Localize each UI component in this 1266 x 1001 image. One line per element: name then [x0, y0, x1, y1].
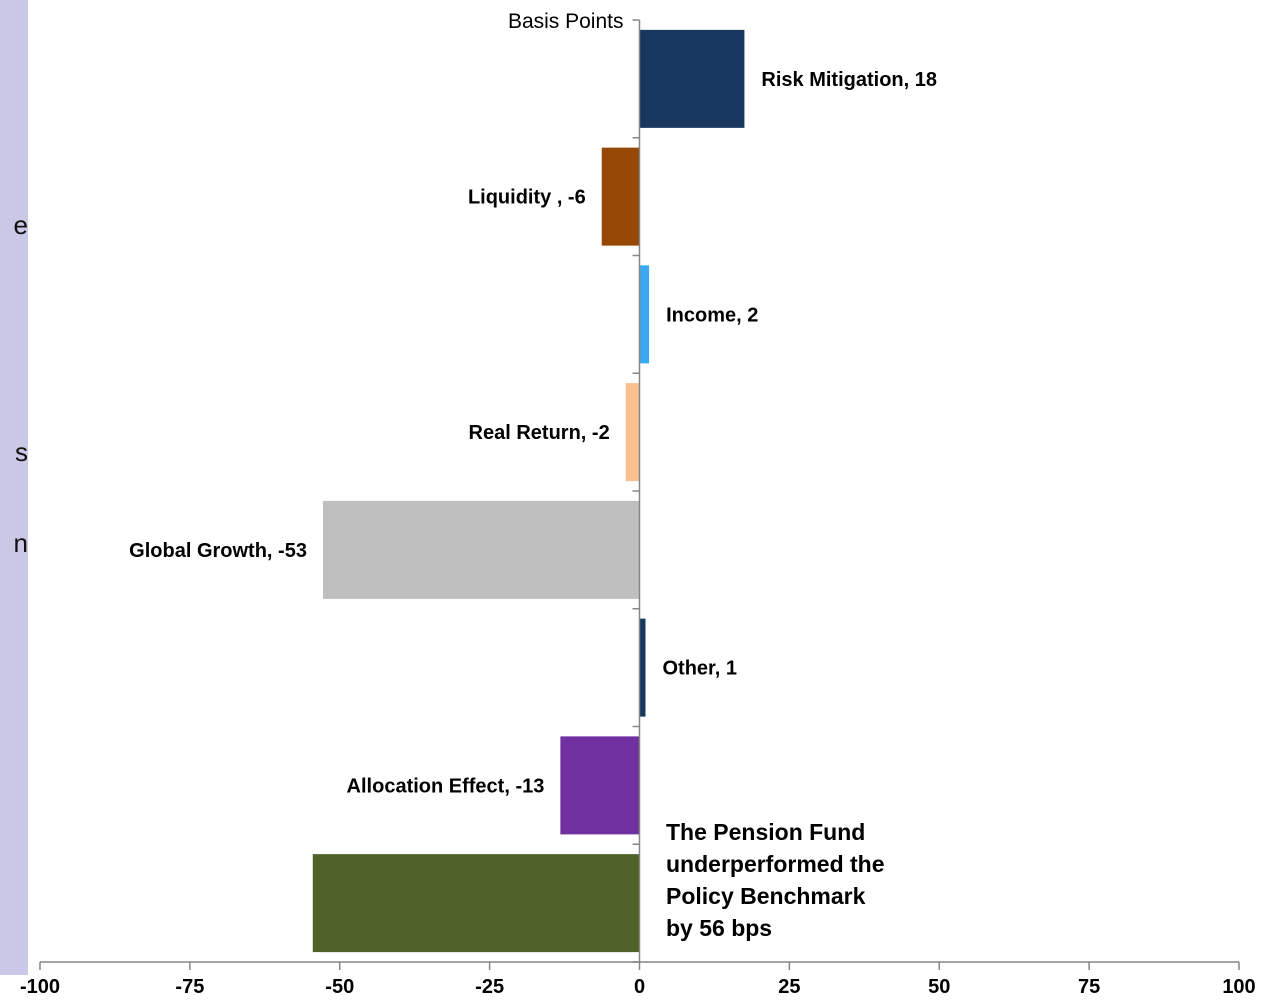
- bar: [560, 736, 640, 835]
- x-tick-label: 75: [1078, 976, 1100, 998]
- bar: [639, 265, 650, 364]
- x-tick-label: -75: [175, 976, 204, 998]
- bar-data-label: Other, 1: [662, 658, 736, 680]
- x-tick-label: -50: [325, 976, 354, 998]
- x-tick-label: 100: [1222, 976, 1255, 998]
- bar-data-label: Risk Mitigation, 18: [761, 69, 937, 91]
- x-tick-label: -25: [475, 976, 504, 998]
- annotation-line: Policy Benchmark: [666, 883, 866, 909]
- bar-data-label: Liquidity , -6: [468, 187, 586, 209]
- annotation-line: by 56 bps: [666, 915, 773, 941]
- y-axis-title: Basis Points: [508, 10, 624, 33]
- bar-data-label: Income, 2: [666, 304, 758, 326]
- panel-text-fragment: e: [13, 210, 28, 240]
- bar-data-label: Real Return, -2: [469, 422, 610, 444]
- panel-text-fragment: n: [13, 528, 28, 558]
- annotation-line: The Pension Fund: [666, 819, 866, 845]
- bar: [601, 147, 640, 246]
- bar: [639, 618, 646, 717]
- x-tick-label: 25: [778, 976, 800, 998]
- x-tick-label: 50: [928, 976, 950, 998]
- x-tick-label: -100: [20, 976, 60, 998]
- performance-annotation: The Pension Fund underperformed the Poli…: [666, 816, 966, 944]
- x-tick-label: 0: [634, 976, 645, 998]
- left-side-panel: e s n: [0, 0, 28, 975]
- annotation-line: underperformed the: [666, 851, 885, 877]
- bar-data-label: Allocation Effect, -13: [347, 775, 545, 797]
- bar: [639, 29, 745, 128]
- bar: [312, 854, 640, 953]
- bar: [322, 500, 640, 599]
- bar-data-label: Global Growth, -53: [129, 540, 307, 562]
- bar: [625, 383, 640, 482]
- panel-text-fragment: s: [15, 437, 28, 467]
